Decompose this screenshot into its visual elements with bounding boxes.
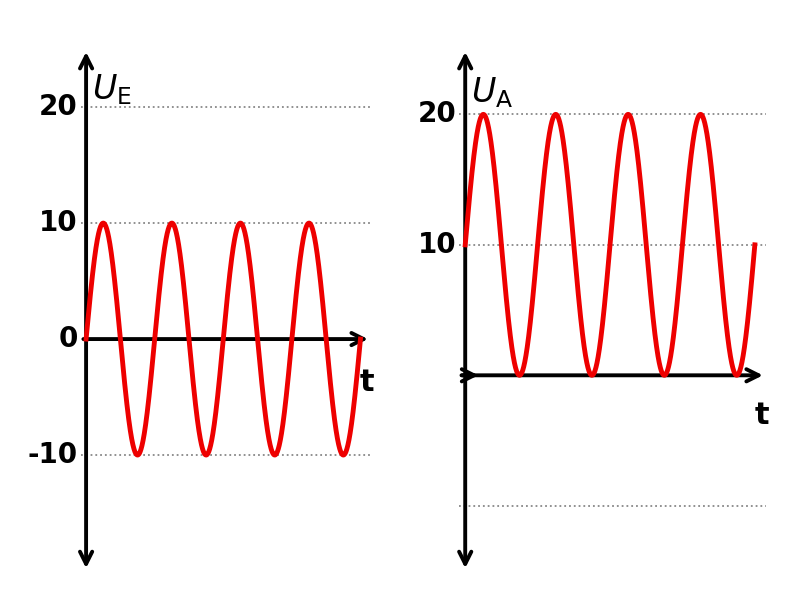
Text: 20: 20 [418, 100, 456, 128]
Text: -10: -10 [27, 441, 78, 469]
Text: t: t [754, 402, 770, 430]
Text: t: t [360, 368, 375, 397]
Text: $U_\mathrm{E}$: $U_\mathrm{E}$ [92, 72, 131, 107]
Text: 10: 10 [39, 209, 78, 237]
Text: 20: 20 [39, 93, 78, 121]
Text: 10: 10 [418, 231, 456, 259]
Text: 0: 0 [59, 325, 78, 353]
Text: $U_\mathrm{A}$: $U_\mathrm{A}$ [471, 76, 513, 110]
